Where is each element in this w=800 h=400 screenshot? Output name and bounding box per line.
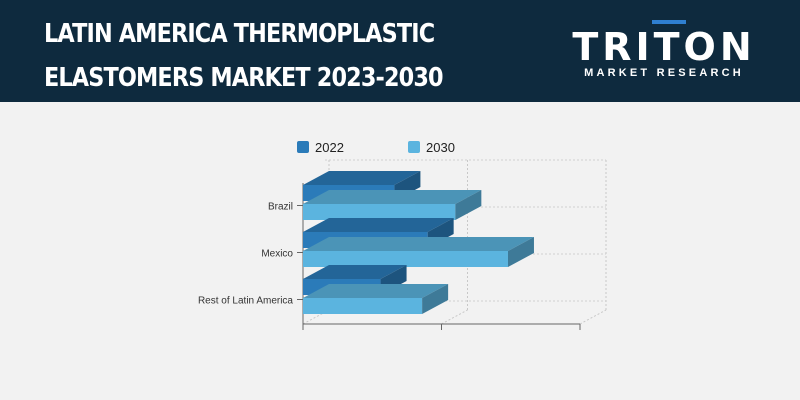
legend-label-2030: 2030	[426, 139, 455, 155]
category-label: Brazil	[268, 202, 293, 213]
bar-top-face	[303, 171, 421, 185]
bar-2030-mexico	[303, 251, 508, 267]
legend-item-2030: 2030	[408, 138, 455, 156]
logo-wordmark: TRITON	[572, 20, 755, 66]
grid-line-floor	[579, 309, 607, 325]
bar-side-face	[507, 237, 534, 267]
header-banner: LATIN AMERICA THERMOPLASTIC ELASTOMERS M…	[0, 0, 800, 102]
legend-swatch-2030	[408, 141, 420, 153]
logo-subtext: MARKET RESEARCH	[584, 67, 744, 79]
bar-2030-rest-of-latin-america	[303, 298, 423, 314]
legend-label-2022: 2022	[315, 139, 344, 155]
category-label: Mexico	[261, 249, 293, 260]
legend-swatch-2022	[297, 141, 309, 153]
grid-line-floor	[441, 309, 468, 325]
bar-2030-brazil	[303, 204, 456, 220]
bar-top-face	[303, 218, 454, 232]
bar-top-face	[303, 237, 534, 251]
logo-accent-bar	[652, 20, 686, 24]
bar-top-face	[303, 190, 482, 204]
bar-top-face	[303, 284, 449, 298]
bar-side-face	[455, 190, 482, 220]
category-label: Rest of Latin America	[198, 296, 293, 307]
title-line-1: LATIN AMERICA THERMOPLASTIC	[44, 19, 435, 49]
bar-side-face	[422, 284, 449, 314]
logo-main-text: TRITON	[572, 25, 755, 66]
title-line-2: ELASTOMERS MARKET 2023-2030	[44, 63, 444, 93]
bar-top-face	[303, 265, 407, 279]
page-title: LATIN AMERICA THERMOPLASTIC ELASTOMERS M…	[44, 12, 444, 100]
triton-logo: TRITON MARKET RESEARCH	[568, 18, 760, 88]
legend-item-2022: 2022	[297, 138, 344, 156]
